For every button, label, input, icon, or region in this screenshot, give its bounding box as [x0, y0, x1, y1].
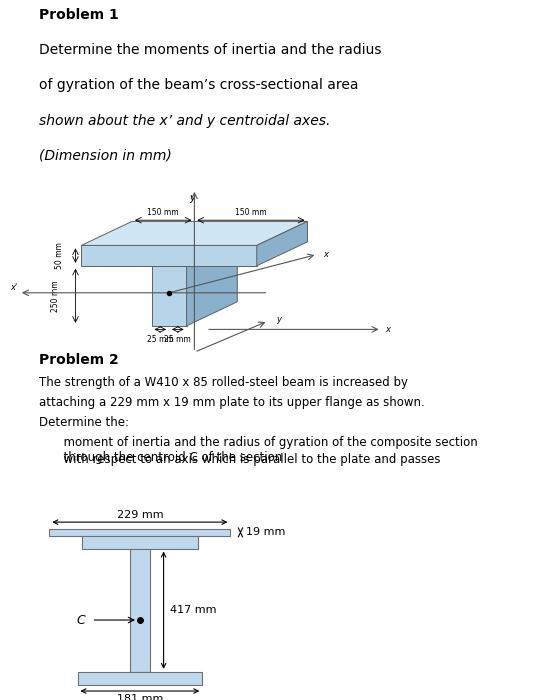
- Text: 417 mm: 417 mm: [170, 606, 216, 615]
- Text: Determine the:: Determine the:: [39, 416, 129, 429]
- Text: 50 mm: 50 mm: [55, 242, 65, 269]
- Text: through the centroid C of the section: through the centroid C of the section: [56, 451, 282, 464]
- Text: 229 mm: 229 mm: [116, 510, 163, 519]
- Text: 25 mm: 25 mm: [147, 335, 174, 344]
- Polygon shape: [81, 536, 198, 549]
- Text: of gyration of the beam’s cross-sectional area: of gyration of the beam’s cross-sectiona…: [39, 78, 359, 92]
- Text: 25 mm: 25 mm: [164, 335, 191, 344]
- Text: 250 mm: 250 mm: [51, 280, 61, 312]
- Text: x: x: [323, 250, 328, 259]
- Polygon shape: [187, 241, 237, 326]
- Text: x: x: [385, 325, 390, 334]
- Polygon shape: [152, 241, 237, 266]
- Text: 150 mm: 150 mm: [235, 208, 267, 216]
- Text: 181 mm: 181 mm: [116, 694, 163, 700]
- Polygon shape: [77, 672, 202, 685]
- Text: y: y: [276, 315, 281, 324]
- Text: Problem 2: Problem 2: [39, 353, 119, 367]
- Text: y: y: [189, 193, 196, 202]
- Text: with respect to an axis which is parallel to the plate and passes: with respect to an axis which is paralle…: [56, 453, 440, 466]
- Text: moment of inertia and the radius of gyration of the composite section: moment of inertia and the radius of gyra…: [56, 436, 477, 449]
- Text: Problem 1: Problem 1: [39, 8, 119, 22]
- Polygon shape: [130, 549, 149, 672]
- Polygon shape: [257, 221, 307, 266]
- Text: C: C: [77, 613, 86, 626]
- Polygon shape: [81, 221, 307, 246]
- Text: Determine the moments of inertia and the radius: Determine the moments of inertia and the…: [39, 43, 382, 57]
- Text: attaching a 229 mm x 19 mm plate to its upper flange as shown.: attaching a 229 mm x 19 mm plate to its …: [39, 396, 425, 410]
- Text: 19 mm: 19 mm: [247, 527, 286, 538]
- Polygon shape: [152, 266, 187, 326]
- Text: shown about the x’ and y centroidal axes.: shown about the x’ and y centroidal axes…: [39, 113, 330, 127]
- Text: x': x': [11, 283, 18, 292]
- Polygon shape: [50, 528, 231, 536]
- Text: (Dimension in mm): (Dimension in mm): [39, 149, 172, 163]
- Text: 150 mm: 150 mm: [148, 208, 179, 216]
- Text: The strength of a W410 x 85 rolled-steel beam is increased by: The strength of a W410 x 85 rolled-steel…: [39, 377, 408, 389]
- Polygon shape: [81, 246, 257, 266]
